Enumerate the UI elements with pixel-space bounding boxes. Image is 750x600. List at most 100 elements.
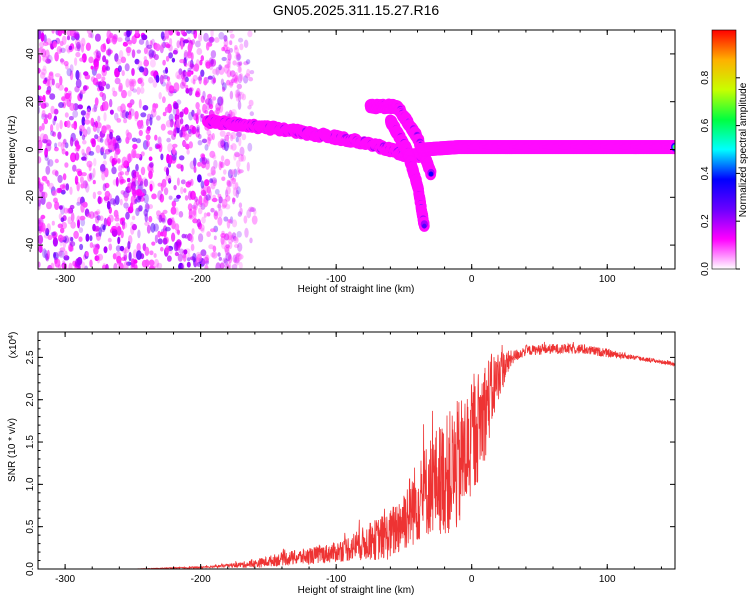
colorbar-tick-label: 0.6: [700, 118, 711, 132]
noise-blob: [109, 109, 114, 115]
noise-blob: [159, 193, 165, 203]
noise-blob: [226, 262, 232, 269]
noise-blob: [102, 101, 109, 111]
noise-blob: [189, 63, 195, 68]
noise-blob: [54, 258, 61, 268]
noise-blob: [85, 112, 90, 120]
noise-blob: [140, 112, 147, 118]
noise-blob: [66, 35, 71, 41]
noise-blob: [201, 216, 206, 224]
noise-blob: [65, 120, 71, 126]
noise-blob: [38, 106, 41, 114]
noise-blob: [44, 102, 49, 108]
noise-blob: [144, 221, 150, 226]
noise-blob: [91, 107, 98, 113]
noise-blob: [223, 141, 229, 152]
noise-blob: [180, 30, 185, 36]
noise-blob: [238, 137, 242, 147]
noise-blob: [107, 237, 112, 243]
noise-blob: [40, 102, 47, 109]
noise-blob: [164, 106, 169, 113]
noise-blob: [51, 190, 58, 197]
noise-blob: [187, 67, 192, 73]
noise-blob: [165, 83, 170, 93]
noise-blob: [154, 43, 161, 52]
noise-blob: [219, 130, 226, 137]
noise-blob: [235, 94, 240, 102]
noise-blob: [41, 122, 45, 131]
noise-blob: [133, 189, 137, 198]
noise-blob: [200, 95, 205, 103]
noise-blob: [160, 31, 165, 40]
noise-blob: [123, 202, 129, 209]
noise-blob: [60, 47, 66, 53]
noise-blob: [95, 215, 100, 224]
noise-blob: [182, 141, 187, 147]
noise-blob: [148, 146, 153, 152]
noise-blob: [236, 83, 242, 90]
noise-blob: [140, 151, 145, 157]
noise-blob: [69, 245, 74, 252]
noise-blob: [179, 129, 183, 138]
noise-blob: [135, 207, 140, 217]
noise-blob: [168, 177, 172, 184]
noise-blob: [183, 50, 189, 59]
noise-blob: [79, 215, 86, 221]
noise-blob: [187, 50, 192, 56]
noise-blob: [187, 252, 191, 261]
noise-blob: [219, 161, 224, 168]
noise-blob: [96, 73, 102, 80]
noise-blob: [232, 60, 237, 66]
noise-blob: [237, 100, 242, 110]
noise-blob: [131, 223, 137, 231]
noise-blob: [223, 35, 228, 42]
noise-blob: [213, 159, 218, 169]
noise-blob: [200, 69, 205, 77]
x-tick-label: -300: [55, 574, 75, 585]
noise-blob: [218, 32, 225, 40]
noise-blob: [126, 165, 130, 173]
noise-blob: [61, 263, 68, 269]
noise-blob: [65, 183, 70, 191]
noise-blob: [202, 197, 209, 208]
noise-blob: [136, 86, 141, 95]
noise-blob: [212, 179, 217, 187]
noise-blob: [243, 215, 248, 224]
noise-blob: [61, 235, 66, 241]
noise-blob: [74, 86, 80, 93]
noise-blob: [212, 154, 217, 160]
noise-blob: [75, 143, 80, 152]
noise-blob: [230, 174, 234, 181]
noise-blob: [46, 249, 50, 260]
noise-blob: [173, 197, 180, 202]
noise-blob: [249, 207, 256, 213]
noise-blob: [59, 184, 66, 190]
noise-blob: [126, 177, 131, 183]
noise-blob: [111, 166, 117, 175]
noise-blob: [225, 204, 231, 210]
noise-blob: [80, 37, 86, 47]
noise-blob: [51, 231, 58, 239]
noise-blob: [166, 76, 171, 82]
noise-blob: [169, 38, 173, 46]
colorbar-tick-label: 0.4: [700, 166, 711, 180]
noise-blob: [80, 183, 85, 189]
noise-blob: [181, 262, 185, 269]
noise-blob: [57, 223, 63, 229]
noise-blob: [168, 85, 175, 94]
noise-blob: [225, 252, 232, 262]
noise-blob: [58, 48, 63, 53]
noise-blob: [101, 64, 107, 73]
noise-blob: [186, 30, 192, 34]
noise-blob: [162, 59, 166, 66]
noise-blob: [234, 54, 241, 60]
noise-blob: [119, 198, 123, 206]
noise-blob: [204, 179, 210, 187]
noise-blob: [82, 152, 86, 157]
noise-blob: [234, 256, 240, 264]
noise-blob: [74, 57, 78, 66]
noise-blob: [50, 262, 55, 269]
noise-blob: [41, 68, 47, 76]
noise-blob: [143, 47, 148, 55]
noise-blob: [93, 104, 97, 112]
